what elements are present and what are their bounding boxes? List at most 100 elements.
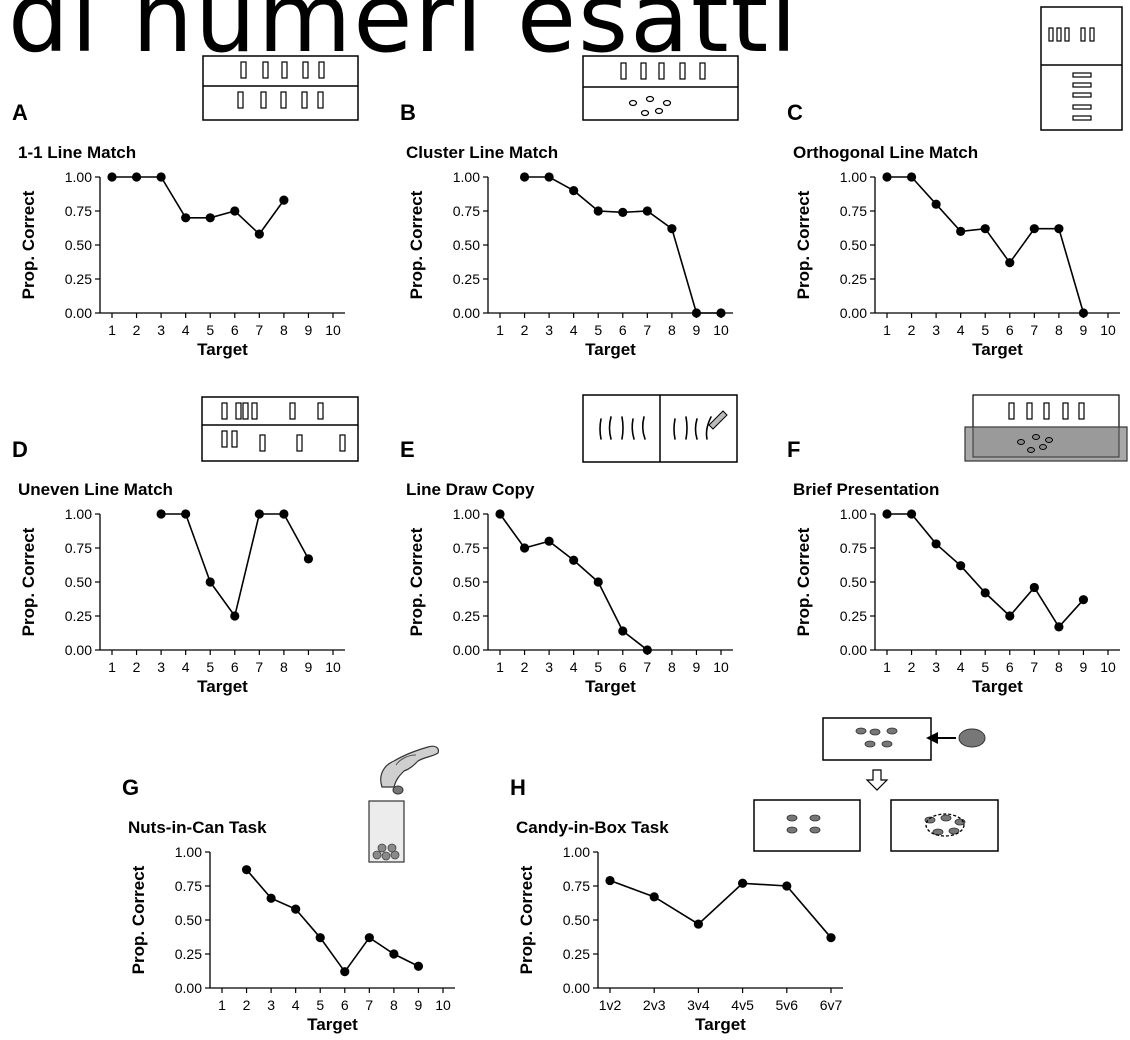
chart-title: Line Draw Copy [406,480,535,499]
y-tick-label: 1.00 [840,506,867,522]
data-point [181,509,191,519]
x-tick-label: 6 [341,997,349,1013]
x-tick-label: 10 [713,322,729,338]
chart-svg: 0.000.250.500.751.001 2 3 4 5 6 7 8 9 10TargetPro… [19,506,345,696]
y-tick-label: 0.00 [563,980,590,996]
data-point [544,536,554,546]
series-line [112,176,285,236]
x-tick-label: 5 [206,659,214,675]
x-tick-label: 4 [570,322,578,338]
series-line [609,879,832,939]
panel-letter: E [400,437,415,462]
panel-c: C Orthogonal Line Match 0.00 0.25 0.50 0.75 1.… [775,100,1130,359]
x-tick-label: 8 [280,659,288,675]
x-tick-label: 9 [1080,322,1088,338]
y-tick-label: 0.25 [65,271,92,287]
x-tick-label: 3 [932,659,940,675]
x-tick-label: 5 [206,322,214,338]
series-line [161,513,310,618]
data-point [131,172,142,182]
data-point [593,577,603,587]
x-tick-label: 10 [1100,659,1116,675]
x-axis-label: Target [972,677,1023,696]
x-tick-label: 3 [932,322,940,338]
y-axis-label: Prop. Correct [407,527,426,636]
chart-title: Brief Presentation [793,480,940,499]
panel-letter: B [400,100,416,125]
chart-svg: 0.000.250.500.751.001 2 3 4 5 6 7 8 9 10TargetPro… [794,169,1120,359]
data-point [303,554,314,564]
x-tick-label: 6 [1006,659,1014,675]
y-tick-label: 1.00 [840,169,867,185]
data-point [266,893,276,903]
x-tick-label: 6 [619,659,627,675]
data-point [642,645,652,655]
panel-a: A 1-1 Line Match 0.00 0.25 0.50 0.75 1.00 1 2 3 4 5… [0,100,380,359]
x-tick-label: 8 [1055,659,1063,675]
y-tick-label: 0.25 [840,271,867,287]
data-point [291,904,301,914]
data-point [649,892,659,902]
y-tick-label: 0.75 [65,203,92,219]
x-tick-label: 7 [255,659,263,675]
x-tick-label: 6 [619,322,627,338]
data-point [254,229,264,239]
panel-letter: F [787,437,801,462]
panel-letter: A [12,100,28,125]
data-point [1078,595,1089,605]
y-tick-label: 1.00 [65,506,92,522]
stimulus-b-icon [582,55,739,121]
panel-b: B Cluster Line Match 0.00 0.25 0.50 0.75 1.00 1… [388,100,768,359]
data-point [738,878,748,888]
data-point [315,933,325,943]
y-tick-label: 0.50 [563,912,590,928]
x-tick-label: 5v6 [776,997,799,1013]
x-tick-label: 6 [231,322,239,338]
y-tick-label: 0.75 [840,540,867,556]
data-point [519,172,530,182]
data-point [906,509,917,519]
y-tick-label: 1.00 [563,844,590,860]
series-line [887,176,1085,314]
data-point [569,555,579,565]
data-point [569,186,579,196]
y-tick-label: 0.75 [175,878,202,894]
x-tick-label: 3 [267,997,275,1013]
x-tick-label: 4 [292,997,300,1013]
data-point [279,509,289,519]
y-tick-label: 0.75 [840,203,867,219]
y-tick-label: 0.50 [65,574,92,590]
x-tick-label: 1 [108,659,116,675]
y-tick-label: 0.75 [453,203,480,219]
data-point [1005,258,1015,268]
data-point [882,509,892,519]
x-tick-label: 1 [218,997,226,1013]
chart-svg: 0.000.250.500.751.001 2 3 4 5 6 7 8 9 10TargetPro… [407,169,733,359]
data-point [1054,224,1064,234]
x-tick-label: 6 [1006,322,1014,338]
data-point [1054,622,1064,632]
x-tick-label: 7 [643,322,651,338]
y-tick-label: 0.00 [65,305,92,321]
data-point [156,509,166,519]
data-point [413,961,424,971]
data-point [956,226,966,236]
chart-title: Uneven Line Match [18,480,173,499]
data-point [230,206,240,216]
data-point [1005,611,1015,621]
data-point [882,172,892,182]
data-point [605,875,615,886]
x-tick-label: 5 [316,997,324,1013]
x-tick-label: 2 [133,659,141,675]
y-tick-label: 0.25 [65,608,92,624]
data-point [980,588,990,598]
x-tick-label: 9 [693,322,701,338]
x-axis-label: Target [585,677,636,696]
x-tick-label: 2 [133,322,141,338]
x-tick-label: 1 [496,659,504,675]
y-tick-label: 0.00 [65,642,92,658]
data-point [782,881,792,891]
data-point [1029,582,1039,593]
panel-e: E Line Draw Copy 0.00 0.25 0.50 0.75 1.00 1 2 3 4 5… [388,437,768,696]
data-point [389,949,399,959]
